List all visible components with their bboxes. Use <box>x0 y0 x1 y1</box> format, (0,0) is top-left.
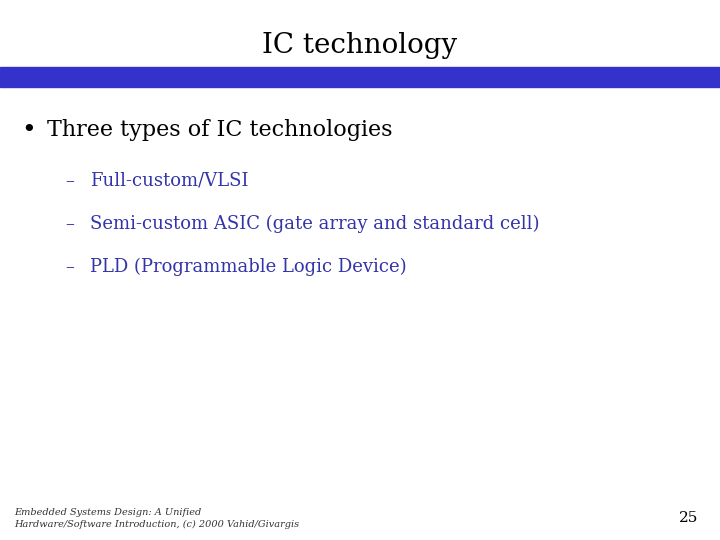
Text: PLD (Programmable Logic Device): PLD (Programmable Logic Device) <box>90 258 407 276</box>
Text: Three types of IC technologies: Three types of IC technologies <box>47 119 392 140</box>
Text: Semi-custom ASIC (gate array and standard cell): Semi-custom ASIC (gate array and standar… <box>90 215 539 233</box>
Bar <box>0 67 720 87</box>
Text: •: • <box>22 118 36 141</box>
Text: 25: 25 <box>679 511 698 525</box>
Text: IC technology: IC technology <box>262 32 458 59</box>
Text: –: – <box>65 258 73 276</box>
Text: –: – <box>65 215 73 233</box>
Text: Full-custom/VLSI: Full-custom/VLSI <box>90 172 248 190</box>
Text: Embedded Systems Design: A Unified
Hardware/Software Introduction, (c) 2000 Vahi: Embedded Systems Design: A Unified Hardw… <box>14 508 300 529</box>
Text: –: – <box>65 172 73 190</box>
